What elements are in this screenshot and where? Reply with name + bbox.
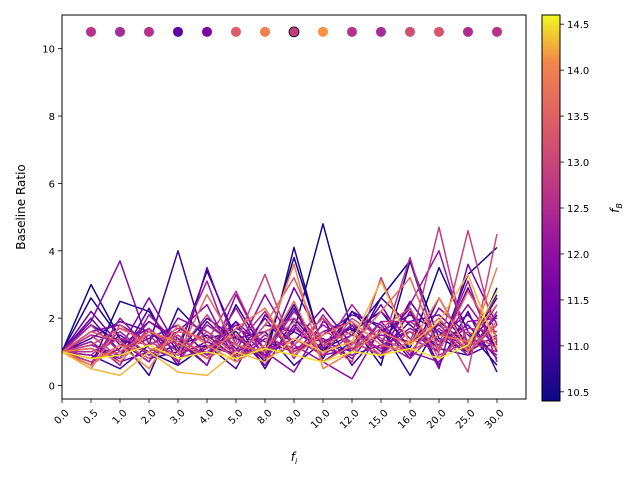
x-axis-label: fi — [291, 450, 298, 466]
x-tick-label-1.0: 1.0 — [111, 408, 130, 427]
marker-point-30.0 — [492, 26, 502, 37]
marker-point-12.0 — [347, 26, 357, 37]
y-axis: 0 2 4 6 8 10 — [42, 45, 62, 393]
y-tick-label-8: 8 — [49, 112, 55, 123]
series-line-30 — [61, 273, 498, 377]
y-tick-label-2: 2 — [49, 314, 55, 325]
x-tick-label-8.0: 8.0 — [256, 408, 275, 427]
series-line-23 — [61, 229, 498, 363]
x-tick-label-15.0: 15.0 — [367, 408, 391, 432]
series-line-27 — [61, 276, 498, 370]
series-line-24 — [61, 233, 498, 373]
colorbar-tick-label-10.5: 10.5 — [567, 388, 589, 399]
marker-point-4.0 — [202, 26, 212, 37]
marker-point-20.0 — [434, 26, 444, 37]
series-line-6 — [61, 314, 498, 370]
x-tick-label-2.0: 2.0 — [140, 408, 159, 427]
colorbar-tick-label-12.0: 12.0 — [567, 250, 589, 261]
colorbar-tick-label-14.5: 14.5 — [567, 20, 589, 31]
series-line-28 — [61, 304, 498, 363]
marker-point-15.0 — [376, 26, 386, 37]
marker-row — [86, 26, 502, 38]
series-line-22 — [61, 226, 498, 363]
x-tick-label-3.0: 3.0 — [169, 408, 188, 427]
x-tick-label-9.0: 9.0 — [285, 408, 304, 427]
marker-point-9.0 — [288, 26, 300, 38]
marker-point-5.0 — [231, 26, 241, 37]
marker-point-0.5 — [86, 26, 96, 37]
marker-point-2.0 — [144, 26, 154, 37]
marker-point-8.0 — [260, 26, 270, 37]
marker-point-1.0 — [115, 26, 125, 37]
colorbar-tick-label-11.0: 11.0 — [567, 342, 589, 353]
colorbar-axis: 10.5 11.0 11.5 12.0 12.5 13.0 13.5 14.0 14.5 — [560, 20, 589, 399]
y-tick-label-0: 0 — [49, 382, 55, 393]
colorbar-tick-label-13.5: 13.5 — [567, 112, 589, 123]
colorbar-tick-label-14.0: 14.0 — [567, 66, 589, 77]
marker-point-16.0 — [405, 26, 415, 37]
colorbar-tick-label-11.5: 11.5 — [567, 296, 589, 307]
colorbar-tick-label-13.0: 13.0 — [567, 158, 589, 169]
marker-point-10.0 — [318, 26, 328, 37]
marker-point-25.0 — [463, 26, 473, 37]
series-line-31 — [61, 290, 498, 363]
series-line-17 — [61, 250, 498, 367]
marker-point-3.0 — [173, 26, 183, 37]
y-tick-label-4: 4 — [49, 247, 55, 258]
x-tick-label-5.0: 5.0 — [227, 408, 246, 427]
x-tick-label-0.0: 0.0 — [53, 408, 72, 427]
y-axis-label: Baseline Ratio — [14, 164, 28, 250]
y-tick-label-10: 10 — [42, 45, 55, 56]
colorbar — [541, 14, 561, 402]
series-line-16 — [61, 293, 498, 380]
x-tick-label-16.0: 16.0 — [396, 408, 420, 432]
x-tick-label-0.5: 0.5 — [82, 408, 101, 427]
colorbar-tick-label-12.5: 12.5 — [567, 204, 589, 215]
y-tick-label-6: 6 — [49, 179, 55, 190]
series-line-29 — [61, 263, 498, 370]
x-tick-label-10.0: 10.0 — [309, 408, 333, 432]
x-tick-label-25.0: 25.0 — [454, 408, 478, 432]
x-tick-label-30.0: 30.0 — [483, 408, 507, 432]
x-tick-label-20.0: 20.0 — [425, 408, 449, 432]
series-lines — [61, 223, 498, 380]
x-tick-label-4.0: 4.0 — [198, 408, 217, 427]
colorbar-label: fB — [608, 203, 624, 213]
x-axis: 0.0 0.5 1.0 2.0 3.0 4.0 5.0 8.0 9.0 10.0 12.0 15.0 1… — [53, 399, 507, 431]
x-tick-label-12.0: 12.0 — [338, 408, 362, 432]
